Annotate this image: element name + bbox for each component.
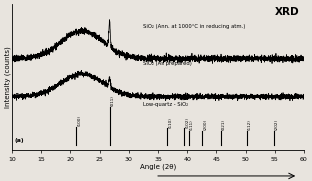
Text: (200): (200) (203, 119, 207, 130)
Text: (100): (100) (77, 115, 81, 126)
Text: (c): (c) (15, 55, 24, 60)
Text: SiO₂ (As prepared): SiO₂ (As prepared) (144, 61, 192, 66)
Text: SiO₂ (Ann. at 1000°C in reducing atm.): SiO₂ (Ann. at 1000°C in reducing atm.) (144, 24, 246, 29)
Text: (111): (111) (190, 119, 194, 130)
Text: XRD: XRD (275, 7, 300, 17)
Text: (110): (110) (168, 117, 172, 128)
Text: (b): (b) (15, 93, 25, 98)
Text: Low-quartz - SiO₂: Low-quartz - SiO₂ (144, 102, 188, 107)
X-axis label: Angle (2θ): Angle (2θ) (140, 164, 176, 170)
Text: (102): (102) (185, 117, 189, 128)
Text: (a): (a) (15, 138, 25, 143)
Text: (021): (021) (222, 119, 226, 130)
Y-axis label: Intensity (counts): Intensity (counts) (4, 46, 11, 108)
Text: (011): (011) (110, 95, 115, 106)
Text: (112): (112) (248, 119, 251, 130)
Text: (202): (202) (275, 119, 279, 130)
Text: JCPDS No.: 086-1565: JCPDS No.: 086-1565 (144, 94, 198, 99)
